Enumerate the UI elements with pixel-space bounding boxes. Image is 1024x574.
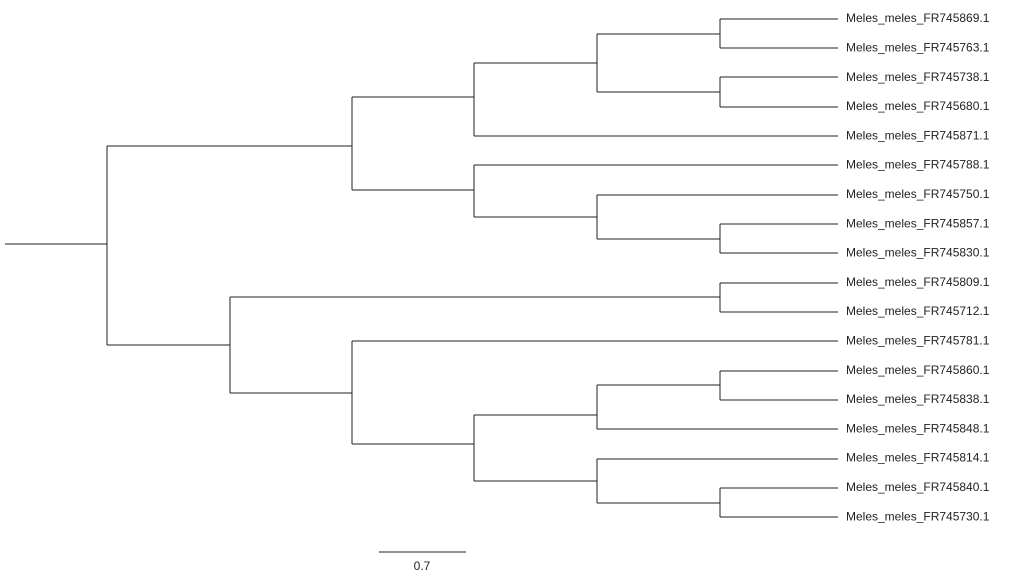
leaf-label: Meles_meles_FR745848.1 (846, 421, 990, 435)
leaf-label: Meles_meles_FR745763.1 (846, 40, 990, 54)
leaf-label: Meles_meles_FR745680.1 (846, 99, 990, 113)
leaf-label: Meles_meles_FR745712.1 (846, 304, 990, 318)
leaf-label: Meles_meles_FR745840.1 (846, 480, 990, 494)
leaf-label: Meles_meles_FR745814.1 (846, 451, 990, 465)
leaf-label: Meles_meles_FR745830.1 (846, 246, 990, 260)
leaf-label: Meles_meles_FR745871.1 (846, 128, 990, 142)
leaf-label: Meles_meles_FR745781.1 (846, 333, 990, 347)
scale-label: 0.7 (414, 559, 431, 573)
leaf-label: Meles_meles_FR745860.1 (846, 363, 990, 377)
leaf-label: Meles_meles_FR745750.1 (846, 187, 990, 201)
tree-branches (5, 18, 838, 518)
leaf-label: Meles_meles_FR745838.1 (846, 392, 990, 406)
leaf-label: Meles_meles_FR745730.1 (846, 509, 990, 523)
leaf-label: Meles_meles_FR745788.1 (846, 158, 990, 172)
leaf-label: Meles_meles_FR745857.1 (846, 216, 990, 230)
leaf-label: Meles_meles_FR745809.1 (846, 275, 990, 289)
leaf-label: Meles_meles_FR745738.1 (846, 70, 990, 84)
leaf-label: Meles_meles_FR745869.1 (846, 11, 990, 25)
